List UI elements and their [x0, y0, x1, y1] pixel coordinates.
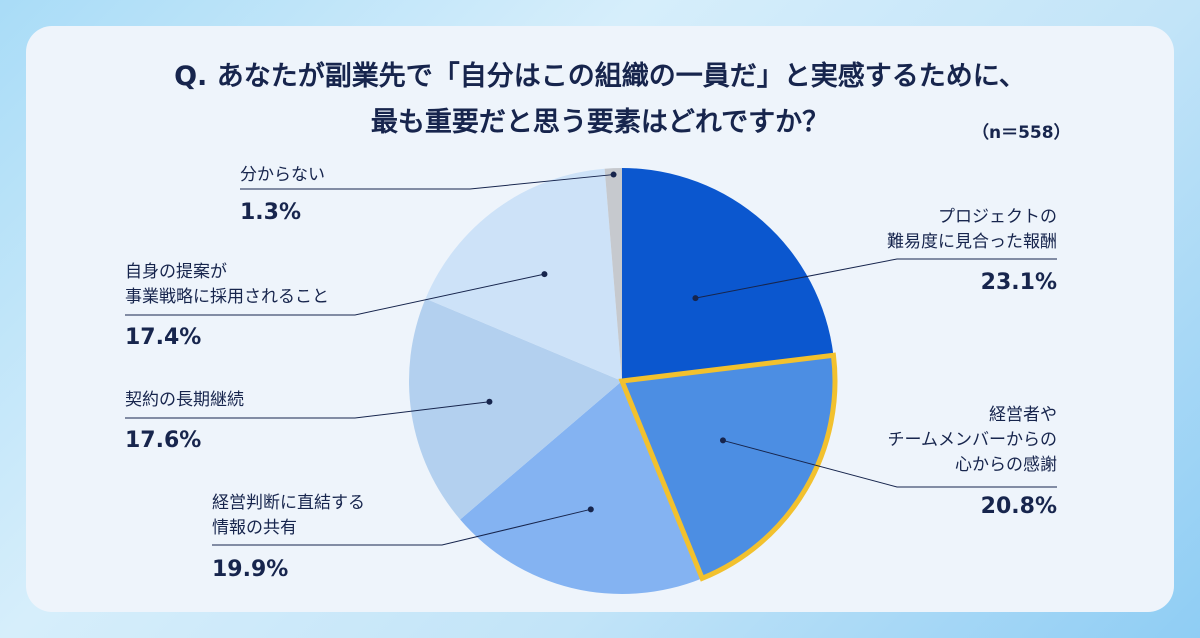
leader-dot	[587, 506, 594, 513]
label-info-sharing: 経営判断に直結する 情報の共有	[212, 493, 365, 538]
leader-dot	[541, 271, 548, 278]
slice-highlight-outline	[618, 352, 838, 582]
leader-line	[212, 508, 591, 546]
leader-line	[125, 273, 545, 316]
leader-dot	[692, 295, 699, 302]
slice-unknown	[604, 168, 622, 381]
pct-reward: 23.1%	[980, 270, 1057, 295]
pct-unknown: 1.3%	[240, 200, 302, 225]
label-gratitude: 経営者や チームメンバーからの 心からの感謝	[887, 405, 1058, 475]
sample-size: （n＝558）	[972, 123, 1071, 143]
leader-dot	[719, 437, 726, 444]
slice-proposal-adopted	[425, 168, 622, 381]
pct-gratitude: 20.8%	[980, 494, 1057, 519]
slice-reward	[622, 168, 834, 381]
question-title-line1: Q. あなたが副業先で「自分はこの組織の一員だ」と実感するために、	[174, 61, 1026, 92]
pct-info-sharing: 19.9%	[212, 557, 289, 582]
leader-line	[240, 174, 614, 190]
leader-line	[695, 258, 1057, 299]
slice-gratitude	[622, 355, 835, 579]
question-title-line2: 最も重要だと思う要素はどれですか？	[370, 107, 830, 138]
leader-line	[722, 439, 1057, 488]
label-reward: プロジェクトの 難易度に見合った報酬	[887, 207, 1057, 252]
pct-long-contract: 17.6%	[125, 428, 202, 453]
label-proposal-adopted: 自身の提案が 事業戦略に採用されること	[125, 262, 329, 307]
leader-line	[125, 401, 490, 419]
pct-proposal-adopted: 17.4%	[125, 325, 202, 350]
leader-dot	[486, 398, 493, 405]
slice-long-contract	[409, 298, 622, 520]
leader-dot	[610, 171, 617, 178]
label-long-contract: 契約の長期継続	[125, 390, 244, 410]
label-unknown: 分からない	[240, 165, 325, 185]
